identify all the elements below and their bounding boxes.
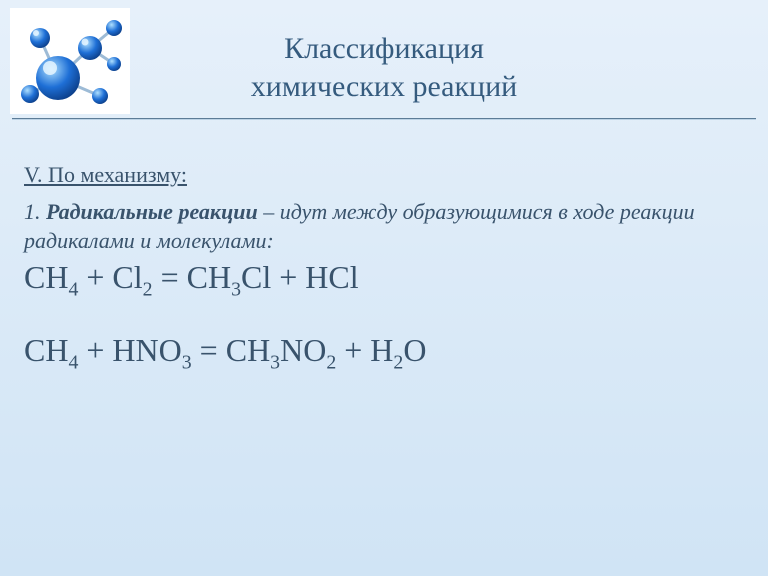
desc-name: Радикальные реакции — [46, 199, 258, 224]
desc-dash: – — [258, 199, 280, 224]
title-line1: Классификация — [284, 32, 484, 65]
title-line2: химических реакций — [251, 70, 517, 103]
divider — [12, 118, 756, 120]
equation-1: CH4 + Cl2 = CH3Cl + HCl — [24, 257, 744, 302]
section-head: V. По механизму: — [24, 162, 744, 188]
desc-num: 1. — [24, 199, 46, 224]
equation-2: CH4 + HNO3 = CH3NO2 + H2O — [24, 330, 744, 375]
slide-body: V. По механизму: 1. Радикальные реакции … — [24, 162, 744, 376]
page-title: Классификация химических реакций — [0, 30, 768, 105]
reaction-description: 1. Радикальные реакции – идут между обра… — [24, 198, 744, 255]
